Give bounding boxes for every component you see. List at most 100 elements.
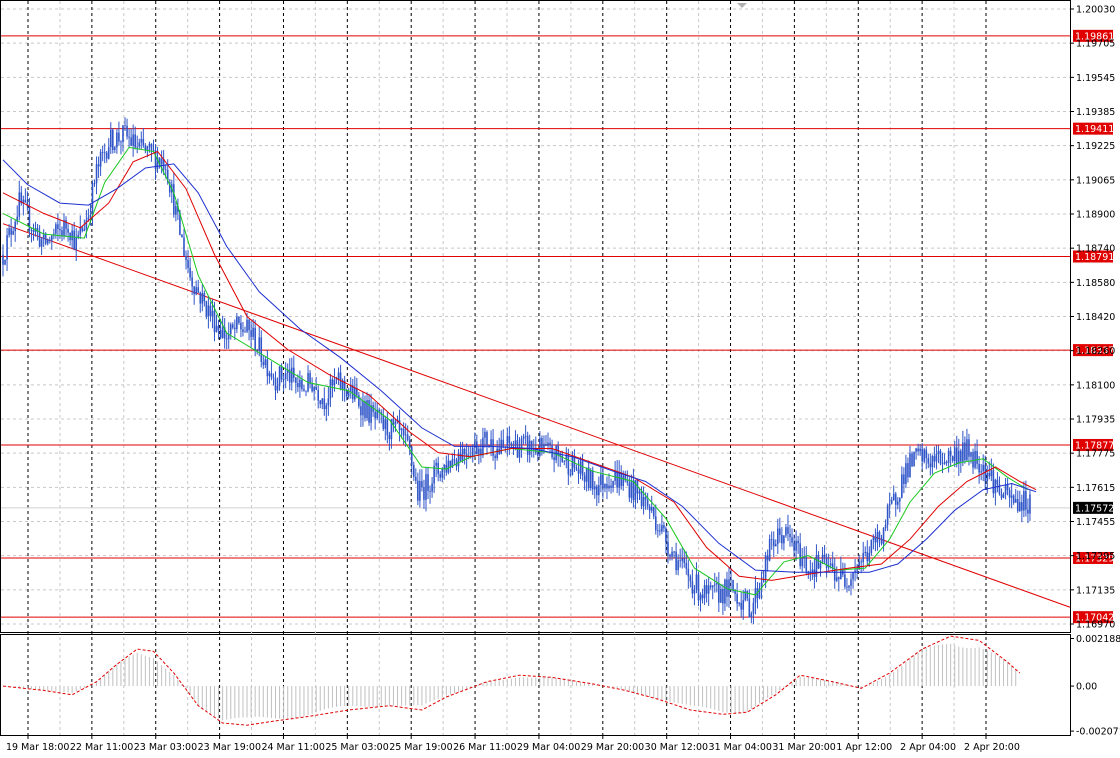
price-tick-label: 1.19065	[1076, 175, 1115, 186]
candle-body	[364, 401, 366, 419]
candle-body	[484, 432, 486, 438]
candle-body	[880, 538, 883, 544]
candle	[339, 364, 342, 391]
candle-body	[917, 448, 919, 452]
candle-body	[799, 543, 801, 567]
candle	[766, 549, 769, 572]
candle	[551, 439, 553, 460]
candle	[370, 393, 372, 431]
candle-body	[618, 472, 620, 488]
candle	[577, 459, 580, 484]
candle-body	[136, 146, 139, 148]
price-tick-label: 1.17775	[1076, 449, 1115, 460]
candle-body	[817, 554, 820, 569]
candle-body	[494, 455, 496, 459]
candle-body	[199, 292, 202, 304]
candle	[441, 467, 444, 483]
candle-body	[840, 568, 842, 580]
candle-body	[911, 453, 913, 467]
candle-body	[471, 447, 474, 457]
candle-body	[134, 134, 136, 148]
candle-body	[807, 571, 810, 575]
ma-blue-line	[2, 159, 1037, 573]
candle	[600, 464, 602, 493]
candle-body	[219, 330, 222, 338]
candle-body	[325, 405, 328, 410]
candle-body	[758, 588, 761, 599]
candle-body	[246, 319, 248, 332]
candle-body	[724, 579, 726, 604]
candle	[715, 576, 718, 593]
candle	[795, 530, 797, 561]
candle	[612, 480, 614, 493]
candle	[97, 156, 100, 178]
candle-body	[722, 589, 724, 604]
candle	[602, 466, 604, 499]
candle	[785, 524, 787, 538]
candle-body	[787, 527, 789, 534]
candle	[412, 461, 415, 481]
candle-body	[951, 455, 954, 462]
candle-body	[158, 157, 161, 165]
candle	[268, 370, 271, 384]
candle-body	[811, 569, 814, 572]
candle-body	[968, 439, 970, 457]
candle-body	[431, 483, 433, 492]
candle-body	[728, 579, 730, 597]
candle	[945, 460, 948, 466]
candle-body	[347, 392, 350, 397]
candle	[276, 377, 279, 394]
candle	[663, 521, 665, 533]
candle-body	[323, 398, 326, 410]
level-price-tag	[1073, 551, 1113, 564]
horizontal-levels: 1.19861 1.19411 1.18791 1.18337 1.17877 1.173…	[1, 29, 1114, 624]
candle	[67, 223, 69, 242]
candle	[646, 492, 649, 510]
candle-body	[884, 524, 887, 529]
candle-body	[288, 369, 291, 383]
candle	[207, 296, 210, 329]
candle	[10, 218, 12, 247]
candle-body	[526, 435, 529, 455]
candle-body	[508, 436, 511, 444]
candle-body	[915, 448, 917, 452]
candle-body	[752, 602, 755, 614]
candle	[1027, 498, 1029, 524]
candle	[286, 363, 289, 382]
candle	[707, 576, 710, 606]
candle	[400, 427, 403, 439]
candle	[888, 492, 891, 518]
candle	[1016, 490, 1019, 513]
candle-body	[669, 554, 671, 557]
candle-body	[530, 440, 533, 451]
candle-body	[514, 440, 517, 446]
level-price-tag-label: 1.17042	[1075, 613, 1114, 624]
candle	[840, 556, 842, 580]
candle	[427, 466, 429, 500]
candle	[205, 300, 208, 320]
candle	[234, 319, 236, 341]
candle	[838, 576, 840, 592]
candle-body	[152, 149, 155, 151]
candle-body	[854, 570, 856, 573]
candle	[2, 244, 4, 277]
candle	[8, 224, 10, 238]
candle	[606, 476, 608, 500]
candle	[953, 440, 956, 468]
candle	[620, 465, 623, 490]
candle-body	[927, 458, 930, 464]
candle-body	[622, 475, 625, 486]
candle-body	[966, 439, 968, 461]
candle	[968, 433, 970, 466]
time-tick-label: 31 Mar 04:00	[709, 742, 772, 753]
candle	[962, 430, 964, 466]
candle	[209, 301, 212, 322]
candle	[120, 140, 122, 155]
candle	[520, 435, 523, 458]
candle	[628, 477, 631, 502]
candle	[713, 572, 716, 593]
candle-body	[707, 585, 710, 594]
candle-body	[410, 446, 413, 465]
candle-body	[972, 452, 974, 468]
